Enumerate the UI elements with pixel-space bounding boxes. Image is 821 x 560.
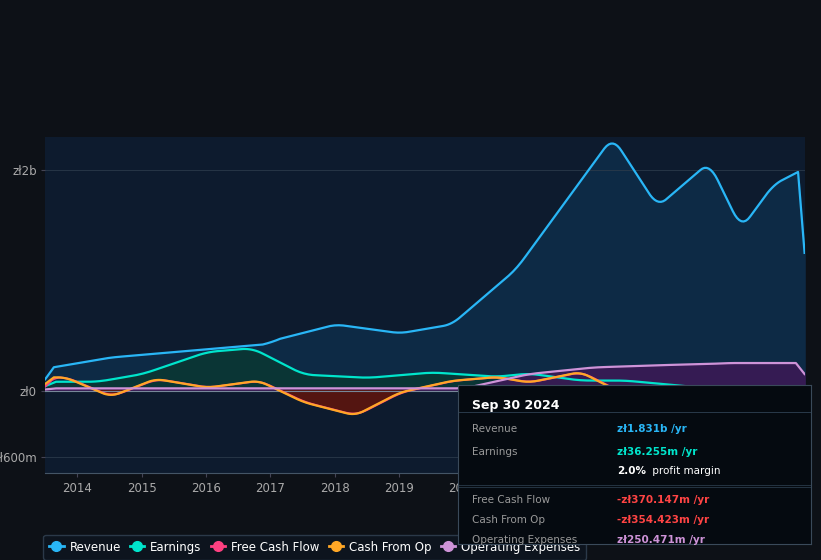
Text: profit margin: profit margin [649,466,720,476]
Text: -zł354.423m /yr: -zł354.423m /yr [617,515,709,525]
Text: 2.0%: 2.0% [617,466,646,476]
Text: Cash From Op: Cash From Op [472,515,545,525]
Legend: Revenue, Earnings, Free Cash Flow, Cash From Op, Operating Expenses: Revenue, Earnings, Free Cash Flow, Cash … [44,535,586,559]
Text: zł250.471m /yr: zł250.471m /yr [617,535,705,544]
Text: Free Cash Flow: Free Cash Flow [472,494,550,505]
Text: -zł370.147m /yr: -zł370.147m /yr [617,494,709,505]
Text: Sep 30 2024: Sep 30 2024 [472,399,560,412]
Text: Operating Expenses: Operating Expenses [472,535,577,544]
Text: zł36.255m /yr: zł36.255m /yr [617,447,697,457]
Text: Earnings: Earnings [472,447,518,457]
Text: Revenue: Revenue [472,424,517,435]
Text: zł1.831b /yr: zł1.831b /yr [617,424,686,435]
